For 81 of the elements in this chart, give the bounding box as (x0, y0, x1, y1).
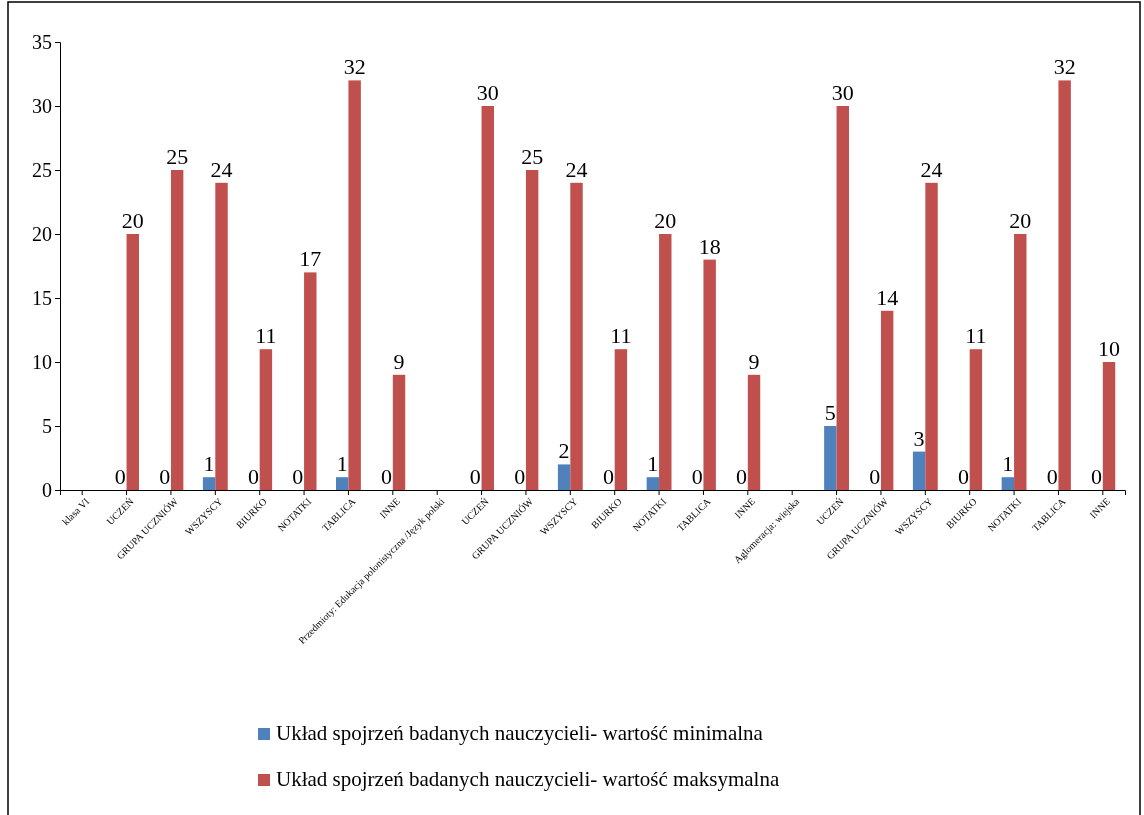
data-label: 0 (602, 464, 614, 489)
data-label: 0 (292, 464, 304, 489)
bar (215, 182, 228, 490)
data-label: 0 (159, 464, 171, 489)
legend-label: Układ spojrzeń badanych nauczycieli- wartość minimalna (276, 721, 764, 745)
y-tick-label: 35 (32, 30, 52, 53)
data-label: 11 (255, 323, 277, 349)
data-label: 30 (476, 80, 499, 105)
data-label: 20 (121, 208, 144, 233)
y-tick-label: 25 (32, 158, 52, 181)
bar (481, 106, 494, 490)
y-tick-label: 15 (32, 286, 52, 309)
data-label: 14 (876, 284, 899, 310)
y-tick-label: 5 (42, 414, 52, 437)
bar (557, 464, 571, 490)
bar (259, 349, 273, 490)
data-label: 20 (1009, 208, 1032, 233)
bar (1058, 80, 1071, 490)
bar (925, 182, 938, 490)
data-label: 10 (1098, 336, 1121, 361)
legend-label: Układ spojrzeń badanych nauczycieli- wartość maksymalna (276, 767, 780, 791)
bar (912, 451, 926, 490)
bar (570, 182, 583, 490)
bar (392, 374, 406, 490)
data-label: 11 (965, 323, 987, 349)
data-label: 0 (691, 464, 703, 489)
bar (646, 477, 660, 490)
data-label: 0 (869, 464, 881, 489)
data-label: 0 (957, 464, 969, 489)
bar (202, 477, 216, 490)
bar (1102, 362, 1116, 490)
data-label: 9 (748, 348, 760, 374)
bar (703, 259, 716, 490)
data-label: 24 (565, 156, 588, 182)
data-label: 0 (1046, 464, 1058, 489)
bar (336, 477, 349, 490)
y-tick-label: 10 (32, 350, 52, 373)
bar (1001, 477, 1015, 490)
bar (880, 310, 894, 490)
data-label: 1 (1002, 451, 1014, 477)
data-label: 1 (647, 451, 659, 477)
data-label: 0 (469, 464, 481, 489)
data-label: 1 (203, 451, 215, 477)
data-label: 25 (166, 144, 189, 169)
data-label: 1 (336, 451, 348, 477)
y-tick-label: 0 (42, 478, 52, 501)
data-label: 11 (610, 323, 632, 349)
data-label: 2 (558, 438, 570, 464)
data-label: 20 (654, 208, 677, 233)
data-label: 0 (114, 464, 126, 489)
data-label: 5 (824, 400, 836, 425)
data-label: 3 (913, 425, 925, 451)
data-label: 0 (1091, 464, 1103, 489)
data-label: 17 (299, 246, 322, 272)
bar (525, 170, 539, 490)
data-label: 25 (521, 144, 544, 169)
data-label: 30 (831, 80, 854, 105)
data-label: 24 (920, 156, 943, 182)
data-label: 0 (736, 464, 748, 489)
bar (747, 374, 761, 490)
bar (614, 349, 628, 490)
data-label: 0 (514, 464, 526, 489)
x-tick-label: klasa VI (59, 495, 92, 528)
data-label: 32 (1053, 54, 1076, 80)
bar (836, 106, 849, 490)
bar (170, 170, 184, 490)
bar (969, 349, 983, 490)
data-label: 0 (247, 464, 259, 489)
bar (1014, 234, 1027, 490)
data-label: 24 (210, 156, 233, 182)
bar (126, 234, 139, 490)
y-tick-label: 20 (32, 222, 52, 245)
data-label: 9 (393, 348, 405, 374)
data-label: 32 (343, 54, 366, 80)
bar (659, 234, 672, 490)
data-label: 0 (381, 464, 393, 489)
bar (824, 426, 837, 490)
bar (348, 80, 361, 490)
y-tick-label: 30 (32, 94, 52, 117)
data-label: 18 (698, 233, 721, 259)
bar (304, 272, 317, 490)
